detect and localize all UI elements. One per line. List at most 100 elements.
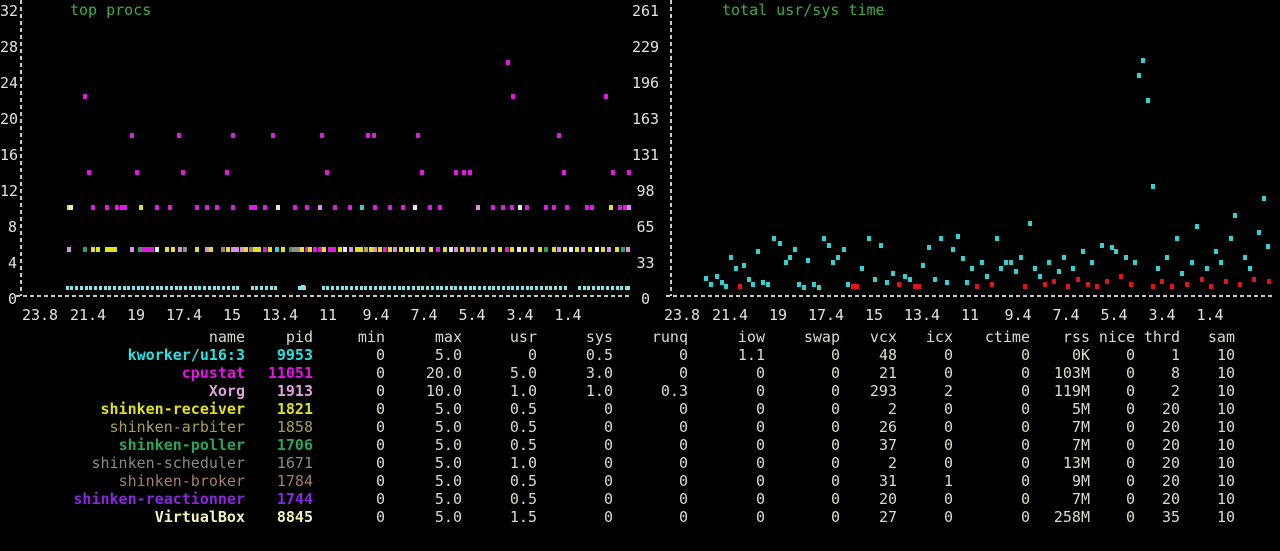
y-axis-tick-label: 16 (0, 146, 19, 164)
chart-point (618, 205, 623, 211)
chart-point (530, 246, 535, 252)
chart-point (1114, 249, 1119, 255)
table-cell: 0 (755, 490, 765, 508)
chart-point (575, 246, 580, 252)
table-header-cell: vcx (869, 328, 897, 346)
proc-pid-cell: 1744 (276, 490, 313, 508)
chart-point (108, 285, 112, 290)
chart-point (252, 246, 257, 252)
chart-point (826, 242, 831, 248)
proc-name-cell: shinken-arbiter (109, 418, 245, 436)
table-header-cell: icx (925, 328, 953, 346)
chart-point (421, 285, 425, 290)
chart-point (601, 285, 605, 290)
table-cell: 0 (678, 418, 688, 436)
x-axis-tick-label: 15 (222, 306, 242, 324)
chart-point (1242, 254, 1247, 260)
x-axis-tick-label: 23.8 (663, 306, 701, 324)
chart-point (563, 285, 567, 290)
chart-point (517, 246, 522, 252)
chart-point (154, 246, 159, 252)
table-cell: 0.5 (509, 436, 537, 454)
chart-point (454, 246, 459, 252)
x-axis-line (666, 295, 1272, 297)
chart-point (908, 276, 912, 282)
chart-point (321, 285, 325, 290)
chart-point (292, 205, 297, 211)
chart-point (806, 258, 811, 264)
chart-point (130, 246, 135, 252)
chart-point (122, 205, 127, 211)
y-axis-line (20, 0, 22, 296)
chart-point (397, 285, 401, 290)
chart-point (255, 285, 259, 290)
table-cell: 10 (1216, 454, 1235, 472)
table-cell: 20 (1161, 490, 1180, 508)
chart-point (412, 205, 417, 211)
table-cell: 20 (1161, 400, 1180, 418)
chart-point (236, 285, 240, 290)
chart-point (409, 246, 414, 252)
chart-point (178, 246, 183, 252)
table-cell: 0 (603, 490, 613, 508)
chart-point (145, 246, 150, 252)
chart-point (454, 170, 459, 176)
chart-point (340, 285, 344, 290)
table-row: shinken-reactionner 1744 0 5.0 0.5 0 0 0 0 20 0 0 7M… (0, 490, 1235, 508)
table-cell: 1.0 (509, 454, 537, 472)
chart-point (359, 205, 364, 211)
table-cell: 21 (878, 364, 897, 382)
table-header-cell: ctime (984, 328, 1030, 346)
chart-point (79, 285, 83, 290)
chart-point (387, 246, 392, 252)
chart-point (610, 285, 614, 290)
table-header-cell: swap (803, 328, 840, 346)
table-cell: 10.0 (425, 382, 462, 400)
chart-point (114, 205, 119, 211)
table-cell: 10 (1216, 436, 1235, 454)
table-cell: 48 (878, 346, 897, 364)
chart-point (193, 285, 197, 290)
chart-point (105, 246, 110, 252)
chart-point (525, 285, 529, 290)
table-cell: 0.5 (509, 400, 537, 418)
chart-point (224, 170, 229, 176)
proc-pid-cell: 8845 (276, 508, 313, 526)
chart-point (1028, 220, 1033, 226)
chart-point (945, 280, 950, 286)
table-cell: 0 (943, 364, 953, 382)
table-cell: 0 (1125, 382, 1135, 400)
chart-point (1076, 276, 1081, 282)
chart-point (136, 285, 140, 290)
chart-point (994, 236, 999, 242)
chart-point (300, 246, 305, 252)
chart-point (1042, 282, 1047, 288)
chart-point (771, 236, 776, 242)
x-axis-tick-label: 15 (864, 306, 884, 324)
chart-point (482, 285, 486, 290)
chart-point (587, 285, 591, 290)
chart-point (590, 205, 595, 211)
table-cell: 0 (678, 454, 688, 472)
y-axis-tick-label: 24 (0, 74, 19, 92)
proc-pid-cell: 9953 (276, 346, 313, 364)
chart-point (440, 285, 444, 290)
table-cell: 8 (1170, 364, 1180, 382)
chart-point (965, 280, 970, 286)
chart-point (462, 170, 467, 176)
table-cell: 5M (1071, 400, 1090, 418)
chart-point (1262, 196, 1267, 202)
chart-point (463, 285, 467, 290)
chart-point (841, 247, 846, 253)
table-cell: 119M (1053, 382, 1090, 400)
chart-point (296, 246, 301, 252)
table-cell: 20 (1161, 454, 1180, 472)
chart-point (392, 246, 397, 252)
chart-point (1233, 212, 1238, 218)
chart-point (1155, 265, 1160, 271)
chart-point (416, 246, 421, 252)
chart-point (404, 246, 409, 252)
chart-point (1266, 243, 1271, 249)
chart-point (337, 246, 342, 252)
